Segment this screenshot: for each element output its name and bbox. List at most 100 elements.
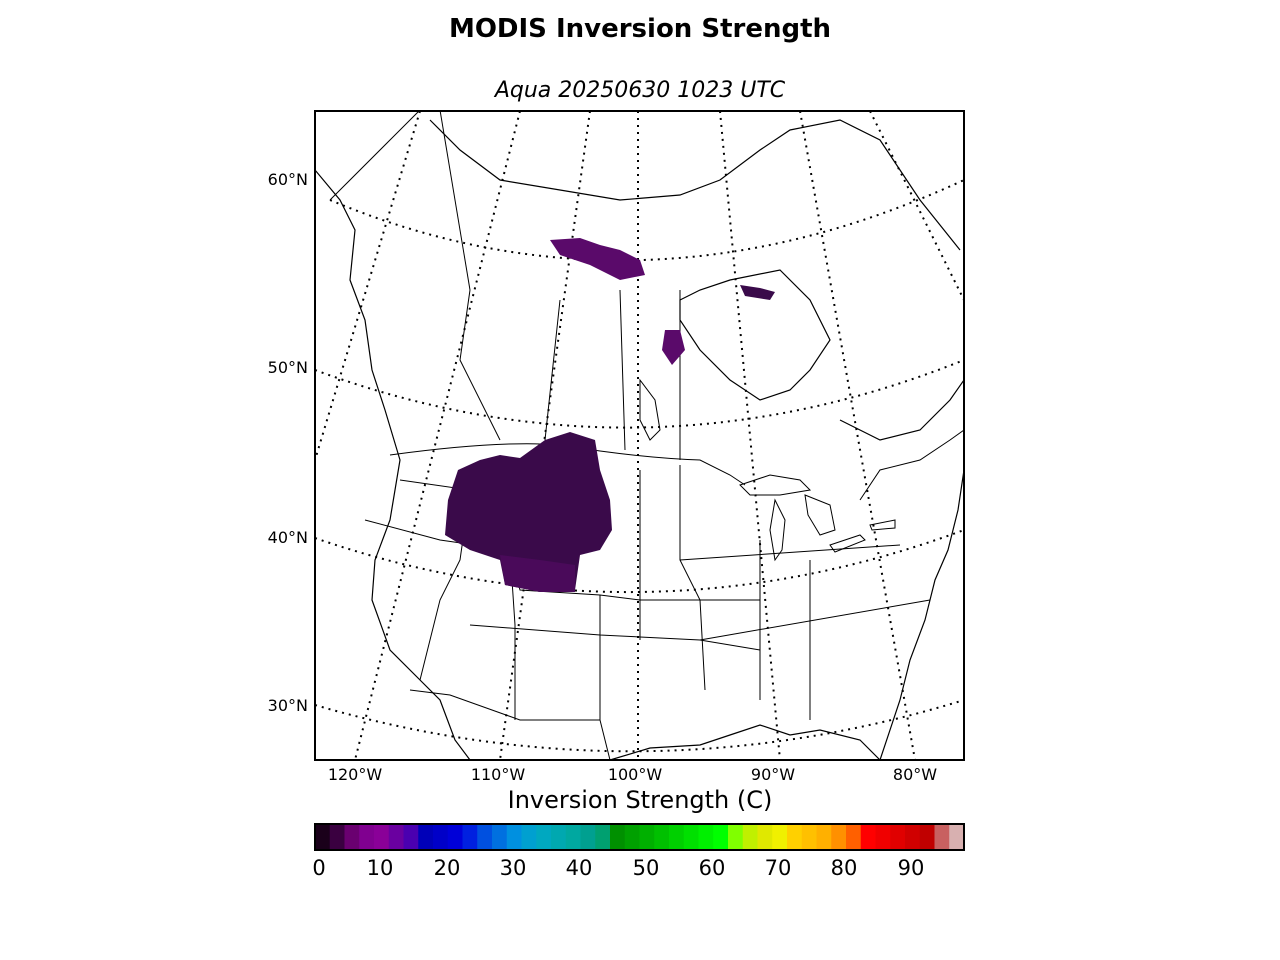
colorbar-swatch: [654, 824, 670, 850]
inversion-data: [445, 238, 775, 592]
colorbar-swatch: [816, 824, 832, 850]
colorbar-swatch: [890, 824, 906, 850]
us-state-line-6: [679, 465, 706, 691]
graticule-lat-60: [329, 179, 964, 262]
colorbar-swatch: [934, 824, 950, 850]
colorbar-swatch: [359, 824, 375, 850]
map-title: MODIS Inversion Strength: [448, 14, 832, 44]
us-state-line-7: [399, 479, 471, 681]
colorbar-swatch: [492, 824, 508, 850]
colorbar-swatch: [610, 824, 626, 850]
graticule-lon-70: [869, 111, 964, 301]
colorbar-swatch: [757, 824, 773, 850]
colorbar-swatch: [742, 824, 759, 850]
province-line-1: [459, 289, 501, 441]
colorbar-swatch: [801, 824, 818, 850]
colorbar-swatch: [595, 824, 611, 850]
colorbar-swatch: [315, 824, 331, 850]
colorbar-swatch: [551, 824, 567, 850]
colorbar-swatch: [772, 824, 788, 850]
latitude-label-30: 30°N: [267, 696, 308, 715]
colorbar-swatch: [536, 824, 552, 850]
lake-huron: [804, 494, 836, 536]
latitude-label-40: 40°N: [267, 528, 308, 547]
colorbar-swatch: [831, 824, 847, 850]
colorbar-swatch: [418, 824, 434, 850]
quebec-coast: [839, 379, 964, 441]
us-state-line-2: [469, 624, 761, 651]
colorbar-swatch: [329, 824, 346, 850]
colorbar-swatch: [624, 824, 641, 850]
us-state-line-1: [364, 519, 760, 601]
colorbar-tick-70: 70: [764, 856, 792, 880]
colorbar-swatch: [344, 824, 360, 850]
colorbar-swatch: [683, 824, 700, 850]
colorbar-tick-60: 60: [698, 856, 726, 880]
us-state-line-10: [699, 599, 931, 641]
atlantic-coast: [879, 469, 964, 760]
colorbar-swatch: [506, 824, 523, 850]
inversion-region-rockies: [445, 432, 612, 592]
colorbar-swatch: [447, 824, 464, 850]
colorbar-frame: [314, 823, 965, 851]
colorbar-tick-90: 90: [897, 856, 925, 880]
colorbar-swatch: [477, 824, 493, 850]
longitude-label-120: 120°W: [327, 765, 383, 784]
longitude-label-90: 90°W: [750, 765, 796, 784]
colorbar-swatch: [846, 824, 862, 850]
latitude-label-60: 60°N: [267, 170, 308, 189]
province-line-5: [439, 111, 471, 291]
colorbar-tick-0: 0: [312, 856, 326, 880]
longitude-label-110: 110°W: [470, 765, 526, 784]
graticule-lon-130: [315, 111, 421, 461]
colorbar-swatch: [669, 824, 685, 850]
colorbar-swatch: [875, 824, 891, 850]
map-subtitle: Aqua 20250630 1023 UTC: [494, 78, 786, 103]
colorbar-tick-10: 10: [366, 856, 394, 880]
pacific-coast: [315, 169, 471, 760]
longitude-label-100: 100°W: [607, 765, 663, 784]
map-frame: [314, 110, 965, 761]
hudson-bay: [679, 269, 831, 401]
lake-superior: [739, 474, 812, 496]
colorbar-swatch: [433, 824, 449, 850]
us-mexico-border: [409, 689, 611, 760]
colorbar-swatch: [521, 824, 537, 850]
colorbar: [314, 823, 965, 851]
us-canada-border-east: [859, 429, 964, 501]
lake-michigan: [769, 498, 786, 562]
graticule-lon-90: [719, 111, 781, 760]
colorbar-swatch: [580, 824, 596, 850]
inversion-region-colorado: [500, 555, 575, 592]
lake-ontario: [869, 519, 896, 531]
us-state-line-11: [679, 544, 901, 561]
colorbar-swatch: [462, 824, 478, 850]
colorbar-tick-80: 80: [830, 856, 858, 880]
colorbar-tick-50: 50: [632, 856, 660, 880]
colorbar-swatch: [860, 824, 877, 850]
colorbar-tick-20: 20: [433, 856, 461, 880]
political-borders: [329, 111, 964, 760]
colorbar-swatch: [698, 824, 714, 850]
arctic-coast: [429, 119, 961, 251]
graticule-lat-50: [315, 359, 964, 429]
latitude-label-50: 50°N: [267, 358, 308, 377]
map-body: [315, 111, 964, 760]
graticule-lat-30: [315, 699, 964, 753]
colorbar-swatch: [388, 824, 405, 850]
colorbar-swatch: [713, 824, 729, 850]
graticule-lon-80: [799, 111, 916, 760]
coastlines: [315, 119, 964, 760]
inversion-patch-hudson: [740, 285, 775, 300]
colorbar-swatch: [374, 824, 390, 850]
gulf-coast: [609, 724, 881, 760]
longitude-lines: [315, 111, 964, 760]
colorbar-swatch: [639, 824, 655, 850]
colorbar-swatch: [565, 824, 582, 850]
colorbar-tick-30: 30: [499, 856, 527, 880]
province-line-3: [619, 289, 626, 451]
great-lakes: [639, 378, 896, 562]
longitude-label-80: 80°W: [892, 765, 938, 784]
colorbar-swatch: [403, 824, 419, 850]
colorbar-swatch: [919, 824, 936, 850]
